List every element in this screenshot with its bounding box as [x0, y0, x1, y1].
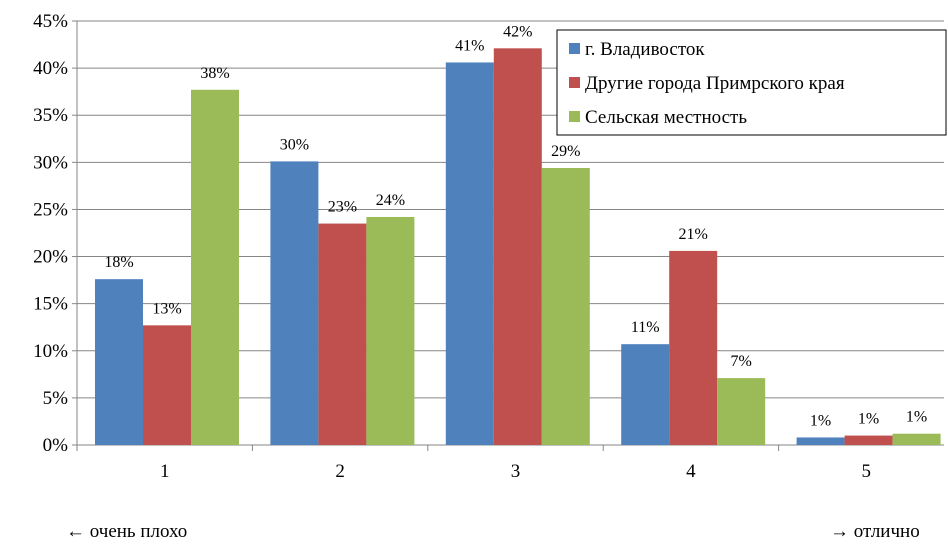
legend: г. Владивосток Другие города Примрского к… — [556, 29, 947, 136]
legend-swatch — [569, 111, 580, 122]
data-label: 41% — [455, 37, 484, 54]
bar — [95, 279, 143, 445]
bar — [717, 378, 766, 445]
y-tick-label: 15% — [33, 294, 68, 315]
data-label: 1% — [810, 412, 831, 429]
data-labels: 18% 30% 41% 11% 1% 13% 23% 42% 21% 1% 38% 24% 29% 7% 1… — [104, 23, 927, 429]
y-tick-label: 0% — [43, 435, 69, 456]
data-label: 38% — [200, 65, 229, 82]
bar — [796, 437, 845, 445]
data-label: 11% — [631, 319, 660, 336]
bar — [191, 89, 239, 445]
bar — [366, 216, 415, 445]
y-tick-label: 20% — [33, 247, 68, 268]
x-tick-label: 4 — [686, 461, 696, 482]
y-tick-label: 45% — [33, 11, 68, 32]
x-tick-label: 2 — [335, 461, 345, 482]
scale-left-annotation: ← очень плохо — [66, 521, 188, 542]
data-label: 24% — [376, 192, 405, 209]
data-label: 29% — [551, 143, 580, 160]
data-label: 13% — [152, 300, 181, 317]
data-label: 1% — [906, 409, 927, 426]
legend-box — [556, 29, 947, 136]
x-tick-label: 5 — [862, 461, 872, 482]
legend-label: Сельская местность — [585, 107, 747, 128]
bar — [445, 62, 494, 446]
bar — [844, 435, 893, 445]
x-axis: 1 2 3 4 5 — [76, 444, 944, 482]
data-label: 1% — [858, 411, 879, 428]
bar — [892, 433, 941, 445]
scale-right-annotation: → отлично — [830, 521, 920, 542]
legend-swatch — [569, 77, 580, 88]
y-tick-label: 5% — [43, 388, 69, 409]
bar — [621, 344, 670, 445]
data-label: 18% — [104, 254, 133, 271]
bar — [143, 325, 191, 445]
bar — [541, 167, 590, 445]
bar — [669, 250, 718, 445]
legend-label: Другие города Примрского края — [585, 73, 845, 94]
y-tick-label: 30% — [33, 152, 68, 173]
y-tick-label: 10% — [33, 341, 68, 362]
legend-label: г. Владивосток — [585, 39, 705, 60]
data-label: 21% — [679, 226, 708, 243]
data-label: 42% — [503, 23, 532, 40]
legend-swatch — [569, 43, 580, 54]
bar — [493, 48, 542, 446]
y-tick-label: 35% — [33, 105, 68, 126]
bar — [270, 161, 319, 445]
y-tick-label: 40% — [33, 58, 68, 79]
y-axis: 0% 5% 10% 15% 20% 25% 30% 35% 40% 45% — [33, 11, 78, 456]
bars — [95, 48, 941, 446]
x-tick-label: 3 — [511, 461, 521, 482]
data-label: 30% — [280, 136, 309, 153]
x-tick-label: 1 — [160, 461, 170, 482]
y-tick-label: 25% — [33, 199, 68, 220]
data-label: 7% — [731, 353, 752, 370]
data-label: 23% — [328, 199, 357, 216]
bar — [318, 223, 367, 445]
